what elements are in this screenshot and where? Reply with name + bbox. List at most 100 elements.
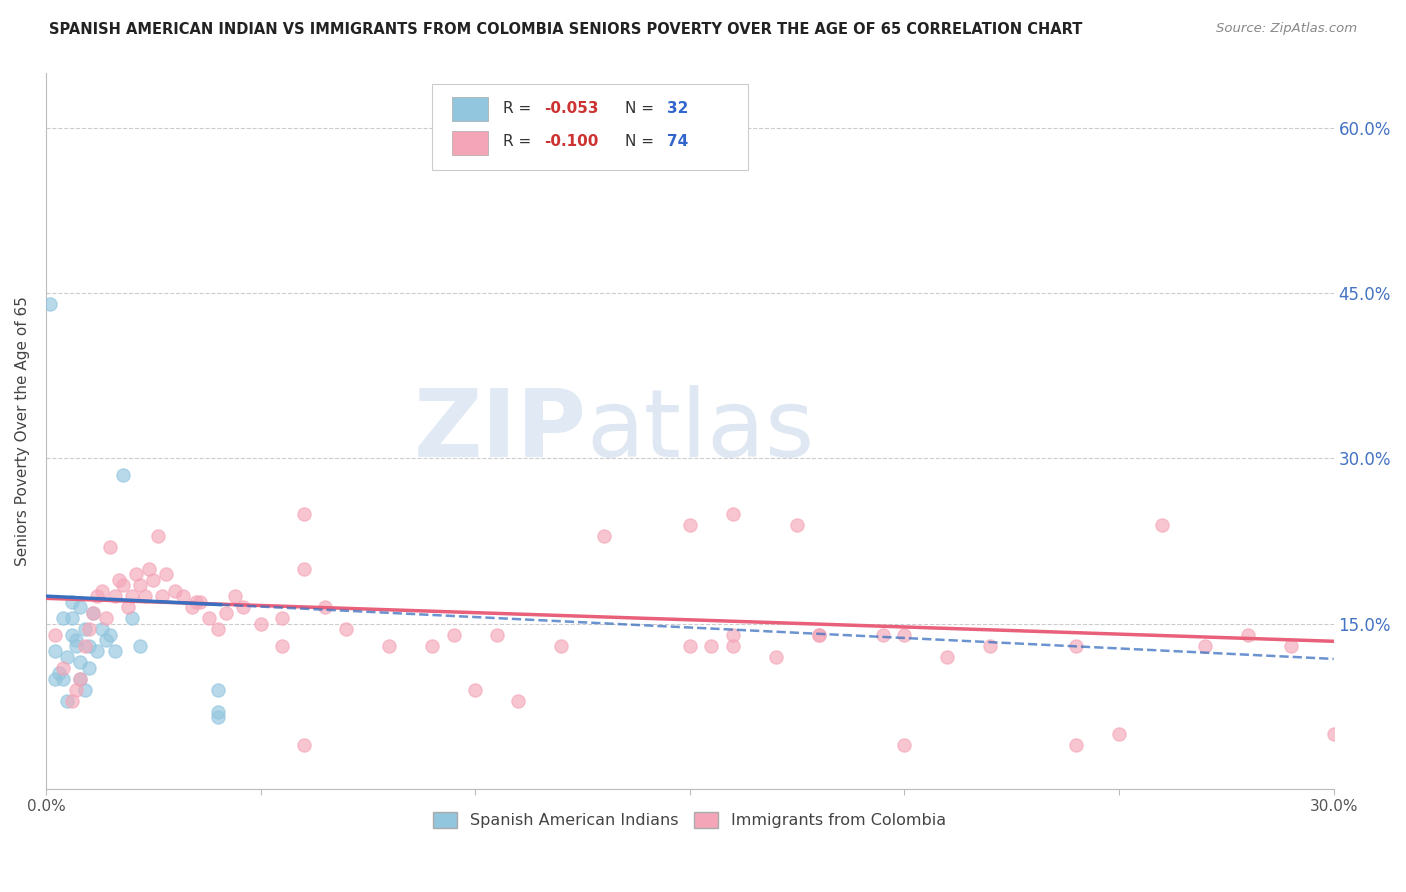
Point xyxy=(112,467,135,482)
Point xyxy=(60,694,83,708)
Point xyxy=(163,583,186,598)
Point xyxy=(52,672,75,686)
Point xyxy=(198,611,221,625)
Point xyxy=(90,622,112,636)
Point xyxy=(112,578,135,592)
Point xyxy=(721,639,744,653)
Point xyxy=(125,567,148,582)
Point xyxy=(893,738,915,752)
Point xyxy=(232,600,254,615)
Point xyxy=(60,611,83,625)
Point xyxy=(700,639,723,653)
Point xyxy=(249,616,271,631)
Point xyxy=(420,639,443,653)
Point xyxy=(82,606,104,620)
Point xyxy=(180,600,202,615)
FancyBboxPatch shape xyxy=(451,131,488,154)
Text: 74: 74 xyxy=(666,134,688,149)
Point xyxy=(39,297,62,311)
Point xyxy=(1323,727,1346,741)
Point xyxy=(104,589,127,603)
Point xyxy=(121,611,143,625)
Point xyxy=(292,507,315,521)
Point xyxy=(335,622,357,636)
Point xyxy=(508,694,530,708)
Point xyxy=(550,639,572,653)
Point xyxy=(69,600,91,615)
Point xyxy=(172,589,194,603)
Point xyxy=(155,567,177,582)
Point xyxy=(1108,727,1130,741)
Point xyxy=(314,600,336,615)
Point xyxy=(52,611,75,625)
Point xyxy=(721,628,744,642)
Text: R =: R = xyxy=(503,134,536,149)
Point xyxy=(77,661,100,675)
Point xyxy=(893,628,915,642)
Text: N =: N = xyxy=(626,134,659,149)
Point xyxy=(485,628,508,642)
Point xyxy=(190,594,212,608)
Point xyxy=(721,507,744,521)
Point xyxy=(271,639,294,653)
Point xyxy=(56,649,79,664)
Point xyxy=(679,517,702,532)
Point xyxy=(77,639,100,653)
Point xyxy=(69,672,91,686)
Point xyxy=(60,628,83,642)
Point xyxy=(69,672,91,686)
Point xyxy=(186,594,208,608)
Point xyxy=(224,589,246,603)
Point xyxy=(94,633,117,648)
Point xyxy=(94,611,117,625)
Point xyxy=(73,682,96,697)
Point xyxy=(138,561,160,575)
Point xyxy=(56,694,79,708)
Point xyxy=(73,622,96,636)
Point xyxy=(69,655,91,669)
Point xyxy=(1150,517,1173,532)
Point xyxy=(65,639,87,653)
Point xyxy=(60,594,83,608)
Point xyxy=(82,606,104,620)
Text: ZIP: ZIP xyxy=(413,385,586,477)
FancyBboxPatch shape xyxy=(451,97,488,121)
Point xyxy=(443,628,465,642)
Point xyxy=(979,639,1001,653)
Text: atlas: atlas xyxy=(586,385,815,477)
Point xyxy=(786,517,808,532)
Point xyxy=(292,738,315,752)
Point xyxy=(1064,639,1087,653)
Text: N =: N = xyxy=(626,101,659,116)
Point xyxy=(765,649,787,664)
Point xyxy=(150,589,173,603)
Point xyxy=(1064,738,1087,752)
Point xyxy=(86,644,108,658)
Point xyxy=(872,628,894,642)
Point xyxy=(271,611,294,625)
Point xyxy=(98,540,121,554)
Text: -0.100: -0.100 xyxy=(544,134,599,149)
Point xyxy=(207,710,229,724)
Point xyxy=(129,578,152,592)
Point xyxy=(90,583,112,598)
Point xyxy=(207,682,229,697)
Point xyxy=(44,628,66,642)
Text: R =: R = xyxy=(503,101,536,116)
Point xyxy=(807,628,830,642)
Point xyxy=(593,528,616,542)
Point xyxy=(121,589,143,603)
Point xyxy=(44,672,66,686)
Point xyxy=(1236,628,1258,642)
Point xyxy=(146,528,169,542)
Text: Source: ZipAtlas.com: Source: ZipAtlas.com xyxy=(1216,22,1357,36)
Point xyxy=(117,600,139,615)
Point xyxy=(142,573,165,587)
Point xyxy=(207,705,229,719)
Point xyxy=(44,644,66,658)
Point xyxy=(1279,639,1302,653)
Point xyxy=(65,682,87,697)
Point xyxy=(378,639,401,653)
Point xyxy=(207,622,229,636)
Point xyxy=(134,589,156,603)
